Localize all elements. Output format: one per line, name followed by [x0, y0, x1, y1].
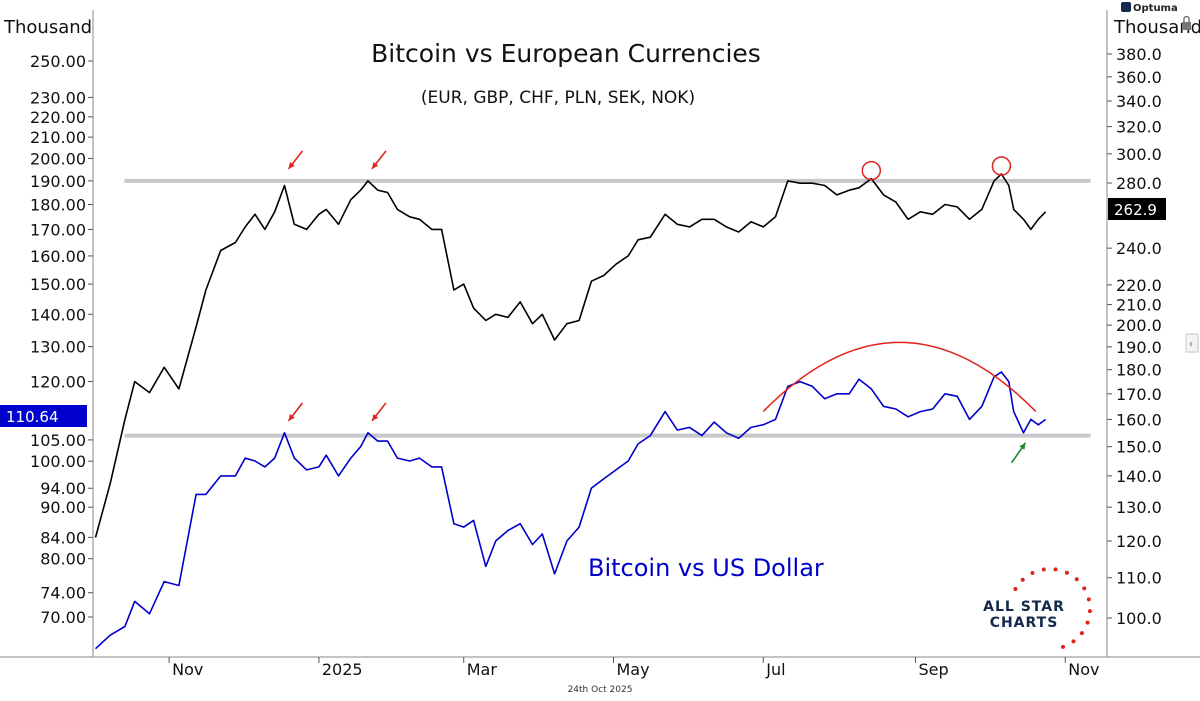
- right-tick-label: 360.0: [1116, 68, 1162, 87]
- usd-series-annotation: Bitcoin vs US Dollar: [588, 554, 824, 582]
- x-tick-label: 2025: [322, 660, 363, 679]
- right-tick-label: 160.0: [1116, 410, 1162, 429]
- logo-star: [1013, 587, 1018, 591]
- right-tick-label: 280.0: [1116, 174, 1162, 193]
- highlight-circle: [861, 160, 882, 181]
- left-tick-label: 150.00: [30, 275, 86, 294]
- lock-icon: [1182, 22, 1191, 30]
- highlight-arrowhead: [371, 162, 379, 169]
- logo-star: [1079, 631, 1084, 636]
- x-tick-label: Mar: [467, 660, 498, 679]
- highlight-arrowhead: [288, 162, 295, 169]
- european-currencies-series-line: [94, 173, 1047, 538]
- right-tick-label: 380.0: [1116, 45, 1162, 64]
- right-axis-unit: Thousand: [1113, 17, 1200, 38]
- brand-mark: Optuma: [1121, 2, 1191, 30]
- right-axis-ticks: 380.0 360.0 340.0 320.0 300.0 280.0 240.0 220.0…: [1107, 45, 1162, 628]
- left-tick-label: 105.00: [30, 431, 86, 450]
- left-tick-label: 160.00: [30, 247, 86, 266]
- left-tick-label: 140.00: [30, 305, 86, 324]
- right-tick-label: 180.0: [1116, 361, 1162, 380]
- left-tick-label: 70.00: [40, 608, 86, 627]
- right-tick-label: 150.0: [1116, 438, 1162, 457]
- logo-star: [1071, 639, 1076, 644]
- right-tick-label: 100.0: [1116, 609, 1162, 628]
- left-tick-label: 84.00: [40, 528, 86, 547]
- highlight-circle: [991, 156, 1012, 176]
- logo-star: [1041, 567, 1046, 572]
- right-tick-label: 170.0: [1116, 385, 1162, 404]
- left-tick-label: 220.00: [30, 108, 86, 127]
- left-last-value-text: 110.64: [6, 408, 59, 426]
- x-tick-label: May: [617, 660, 650, 679]
- chart-subtitle: (EUR, GBP, CHF, PLN, SEK, NOK): [421, 88, 695, 108]
- right-tick-label: 110.0: [1116, 569, 1162, 588]
- left-tick-label: 94.00: [40, 479, 86, 498]
- right-tick-label: 220.0: [1116, 276, 1162, 295]
- left-tick-label: 100.00: [30, 452, 86, 471]
- logo-star: [1087, 609, 1092, 614]
- highlight-arrowhead: [371, 414, 379, 421]
- right-last-value-text: 262.9: [1114, 201, 1157, 219]
- logo-line-1: ALL STAR: [983, 599, 1065, 615]
- right-tick-label: 300.0: [1116, 145, 1162, 164]
- usd-series-line: [94, 371, 1047, 650]
- right-last-value-badge: [1108, 198, 1166, 220]
- left-tick-label: 250.00: [30, 52, 86, 71]
- brand-name: Optuma: [1133, 3, 1178, 14]
- right-tick-label: 130.0: [1116, 498, 1162, 517]
- left-tick-label: 80.00: [40, 550, 86, 569]
- left-tick-label: 210.00: [30, 128, 86, 147]
- logo-star: [1061, 644, 1066, 649]
- annotation-marks: [287, 150, 1037, 464]
- panel-collapse-tab[interactable]: [1185, 333, 1199, 353]
- right-tick-label: 240.0: [1116, 239, 1162, 258]
- right-tick-label: 210.0: [1116, 296, 1162, 315]
- x-tick-label: Nov: [1068, 660, 1099, 679]
- left-tick-label: 170.00: [30, 220, 86, 239]
- chevron-left-icon[interactable]: ‹: [1189, 339, 1193, 350]
- x-tick-label: Sep: [918, 660, 948, 679]
- all-star-charts-logo: ALL STAR CHARTS: [983, 567, 1092, 649]
- x-tick-label: Jul: [765, 660, 785, 679]
- brand-icon: [1121, 2, 1131, 12]
- logo-star: [1020, 577, 1025, 582]
- lock-icon-shackle: [1183, 15, 1190, 22]
- logo-star: [1085, 620, 1090, 625]
- left-tick-label: 180.00: [30, 195, 86, 214]
- left-tick-label: 74.00: [40, 584, 86, 603]
- logo-star: [1082, 586, 1087, 591]
- left-tick-label: 90.00: [40, 498, 86, 517]
- chart-title: Bitcoin vs European Currencies: [371, 39, 761, 68]
- right-tick-label: 140.0: [1116, 467, 1162, 486]
- resistance-lines: [124, 178, 1091, 438]
- left-axis-unit: Thousand: [3, 17, 92, 38]
- logo-star: [1053, 567, 1058, 572]
- logo-star: [1064, 570, 1069, 575]
- footer-date: 24th Oct 2025: [568, 685, 633, 695]
- highlight-arrowhead: [288, 414, 295, 421]
- right-tick-label: 190.0: [1116, 338, 1162, 357]
- right-tick-label: 200.0: [1116, 316, 1162, 335]
- left-last-value-badge: [0, 405, 87, 427]
- highlight-arrowhead: [1019, 442, 1026, 450]
- x-tick-label: Nov: [172, 660, 203, 679]
- series-lines: [94, 173, 1047, 650]
- left-tick-label: 120.00: [30, 373, 86, 392]
- logo-star: [1086, 597, 1091, 602]
- left-tick-label: 200.00: [30, 149, 86, 168]
- highlight-arc: [762, 341, 1037, 412]
- left-tick-label: 190.00: [30, 172, 86, 191]
- x-axis-ticks: Nov 2025 Mar May Jul Sep Nov: [168, 657, 1099, 679]
- logo-line-2: CHARTS: [990, 615, 1059, 631]
- left-tick-label: 230.00: [30, 88, 86, 107]
- logo-star: [1074, 577, 1079, 582]
- right-tick-label: 340.0: [1116, 92, 1162, 111]
- left-tick-label: 130.00: [30, 338, 86, 357]
- right-tick-label: 120.0: [1116, 532, 1162, 551]
- logo-star: [1030, 571, 1035, 576]
- right-tick-label: 320.0: [1116, 118, 1162, 137]
